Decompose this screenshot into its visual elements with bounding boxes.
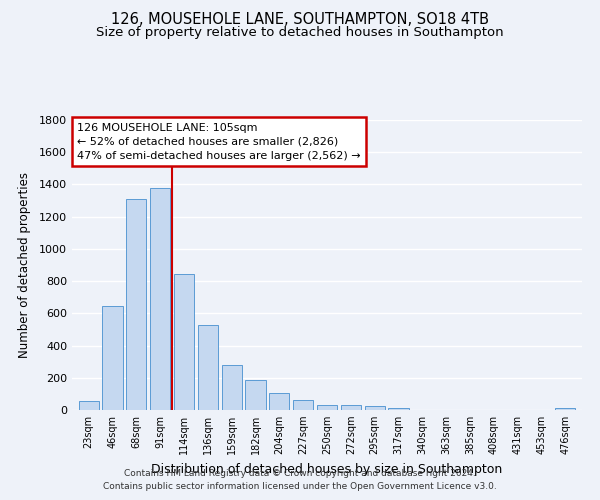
Bar <box>126 199 146 410</box>
Text: 126, MOUSEHOLE LANE, SOUTHAMPTON, SO18 4TB: 126, MOUSEHOLE LANE, SOUTHAMPTON, SO18 4… <box>111 12 489 28</box>
Bar <box>103 306 122 410</box>
Bar <box>269 393 289 410</box>
Bar <box>79 401 99 410</box>
Text: Contains public sector information licensed under the Open Government Licence v3: Contains public sector information licen… <box>103 482 497 491</box>
Bar <box>555 408 575 410</box>
Bar <box>341 405 361 410</box>
Text: 126 MOUSEHOLE LANE: 105sqm
← 52% of detached houses are smaller (2,826)
47% of s: 126 MOUSEHOLE LANE: 105sqm ← 52% of deta… <box>77 123 361 161</box>
Bar <box>388 408 409 410</box>
Bar <box>245 380 266 410</box>
Y-axis label: Number of detached properties: Number of detached properties <box>17 172 31 358</box>
Bar <box>293 400 313 410</box>
Bar <box>198 324 218 410</box>
Bar <box>174 274 194 410</box>
Bar <box>317 405 337 410</box>
Text: Contains HM Land Registry data © Crown copyright and database right 2024.: Contains HM Land Registry data © Crown c… <box>124 468 476 477</box>
Text: Size of property relative to detached houses in Southampton: Size of property relative to detached ho… <box>96 26 504 39</box>
Bar <box>221 365 242 410</box>
X-axis label: Distribution of detached houses by size in Southampton: Distribution of detached houses by size … <box>151 462 503 475</box>
Bar <box>365 406 385 410</box>
Bar <box>150 188 170 410</box>
